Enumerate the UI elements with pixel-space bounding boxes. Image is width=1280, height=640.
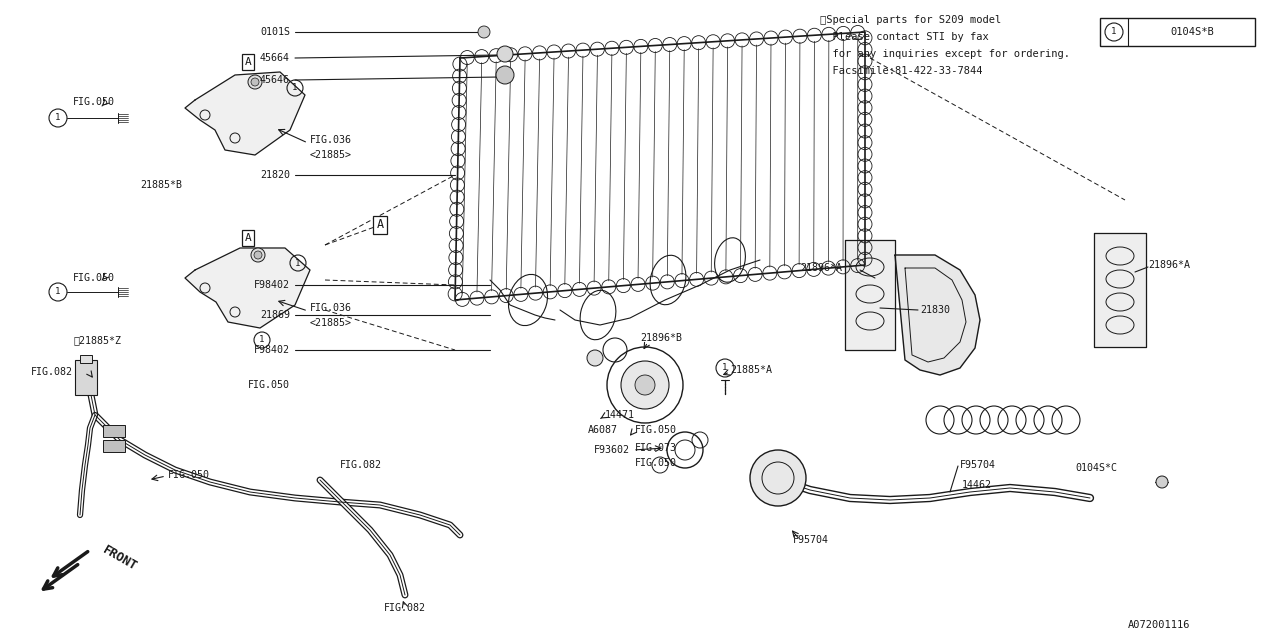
Polygon shape xyxy=(186,72,305,155)
Text: 1: 1 xyxy=(722,364,728,372)
Text: F98402: F98402 xyxy=(253,345,291,355)
Polygon shape xyxy=(454,32,865,300)
Text: FIG.050: FIG.050 xyxy=(635,458,677,468)
Text: FIG.082: FIG.082 xyxy=(31,367,73,377)
Text: F93602: F93602 xyxy=(594,445,630,455)
Text: F95704: F95704 xyxy=(960,460,996,470)
Text: 0101S: 0101S xyxy=(260,27,291,37)
Text: 21830: 21830 xyxy=(920,305,950,315)
Circle shape xyxy=(635,375,655,395)
Text: A: A xyxy=(244,233,251,243)
Bar xyxy=(1100,18,1254,46)
Circle shape xyxy=(588,350,603,366)
Text: FIG.050: FIG.050 xyxy=(73,97,115,107)
Bar xyxy=(76,360,97,395)
Text: 21820: 21820 xyxy=(260,170,291,180)
Text: 1: 1 xyxy=(55,287,60,296)
Text: 0104S*B: 0104S*B xyxy=(1170,27,1213,37)
Text: FIG.036: FIG.036 xyxy=(310,135,352,145)
Circle shape xyxy=(750,450,806,506)
Text: Please contact STI by fax: Please contact STI by fax xyxy=(820,32,988,42)
Polygon shape xyxy=(186,248,310,328)
Text: ※21885*Z: ※21885*Z xyxy=(73,335,122,345)
Polygon shape xyxy=(895,255,980,375)
Text: FIG.050: FIG.050 xyxy=(248,380,291,390)
Circle shape xyxy=(1156,476,1169,488)
Bar xyxy=(102,440,125,452)
Text: 1: 1 xyxy=(296,259,301,268)
Text: Facsimile:81-422-33-7844: Facsimile:81-422-33-7844 xyxy=(820,66,983,76)
Text: 21896*A: 21896*A xyxy=(1148,260,1190,270)
Text: 1: 1 xyxy=(55,113,60,122)
Text: 21896*B: 21896*B xyxy=(640,333,682,343)
Text: A: A xyxy=(376,218,384,232)
Bar xyxy=(102,425,125,437)
Circle shape xyxy=(621,361,669,409)
Text: 45646: 45646 xyxy=(260,75,291,85)
Text: FIG.082: FIG.082 xyxy=(340,460,381,470)
Text: FIG.036: FIG.036 xyxy=(310,303,352,313)
Text: 21885*A: 21885*A xyxy=(730,365,772,375)
Text: 21869: 21869 xyxy=(260,310,291,320)
Text: 21896*A: 21896*A xyxy=(800,263,842,273)
Text: 45664: 45664 xyxy=(260,53,291,63)
Text: 21885*B: 21885*B xyxy=(140,180,182,190)
Text: A072001116: A072001116 xyxy=(1128,620,1190,630)
Text: <21885>: <21885> xyxy=(310,150,352,160)
Text: FIG.073: FIG.073 xyxy=(635,443,677,453)
Polygon shape xyxy=(845,240,895,350)
Text: F95704: F95704 xyxy=(794,535,829,545)
Circle shape xyxy=(251,248,265,262)
Text: FIG.050: FIG.050 xyxy=(73,273,115,283)
Text: FIG.082: FIG.082 xyxy=(384,603,426,613)
Polygon shape xyxy=(1094,233,1146,347)
Text: A6087: A6087 xyxy=(588,425,618,435)
Text: FIG.050: FIG.050 xyxy=(635,425,677,435)
Bar xyxy=(79,355,92,363)
Text: F98402: F98402 xyxy=(253,280,291,290)
Text: ※Special parts for S209 model: ※Special parts for S209 model xyxy=(820,15,1001,25)
Circle shape xyxy=(497,46,513,62)
Circle shape xyxy=(497,66,515,84)
Circle shape xyxy=(477,26,490,38)
Circle shape xyxy=(253,251,262,259)
Circle shape xyxy=(251,78,259,86)
Text: FIG.050: FIG.050 xyxy=(168,470,210,480)
Text: <21885>: <21885> xyxy=(310,318,352,328)
Text: FRONT: FRONT xyxy=(100,543,140,573)
Text: 0104S*C: 0104S*C xyxy=(1075,463,1117,473)
Text: 14462: 14462 xyxy=(963,480,992,490)
Circle shape xyxy=(248,75,262,89)
Text: 1: 1 xyxy=(260,335,265,344)
Text: 1: 1 xyxy=(292,83,298,93)
Text: 1: 1 xyxy=(1111,28,1116,36)
Text: A: A xyxy=(244,57,251,67)
Text: 14471: 14471 xyxy=(605,410,635,420)
Text: for any inquiries except for ordering.: for any inquiries except for ordering. xyxy=(820,49,1070,59)
